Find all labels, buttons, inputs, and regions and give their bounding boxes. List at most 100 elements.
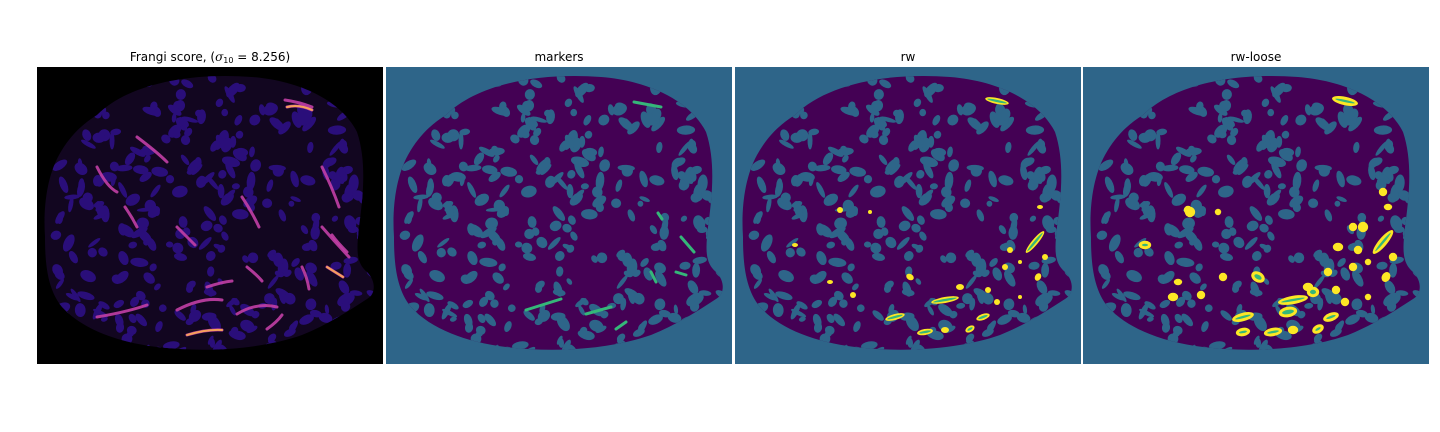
texture-blob: [1357, 212, 1367, 223]
texture-blob: [849, 166, 867, 177]
texture-blob: [772, 162, 786, 175]
texture-blob: [478, 146, 495, 157]
texture-blob: [1005, 141, 1012, 154]
texture-blob: [475, 325, 486, 335]
texture-blob: [831, 165, 847, 175]
texture-blob: [973, 118, 979, 126]
texture-blob: [324, 304, 330, 315]
segmented-vessel-core: [987, 98, 1007, 104]
texture-blob: [1114, 251, 1124, 264]
texture-blob: [512, 341, 529, 350]
texture-blob: [1148, 111, 1156, 120]
marker-segment: [614, 320, 628, 331]
segmented-vessel: [1340, 297, 1350, 307]
texture-blob: [941, 195, 956, 208]
texture-blob: [1230, 127, 1239, 137]
texture-blob: [149, 263, 157, 272]
texture-blob: [240, 319, 255, 332]
texture-blob: [92, 303, 103, 320]
texture-blob: [220, 192, 234, 206]
texture-blob: [136, 217, 149, 230]
texture-blob: [1204, 304, 1213, 312]
texture-blob: [247, 252, 259, 264]
texture-blob: [1288, 255, 1295, 263]
segmented-vessel: [850, 292, 856, 298]
texture-blob: [930, 209, 947, 220]
texture-blob: [1267, 108, 1275, 117]
texture-blob: [462, 299, 474, 309]
texture-blob: [109, 131, 115, 150]
texture-blob: [583, 115, 592, 126]
texture-blob: [574, 161, 585, 179]
texture-blob: [1313, 275, 1325, 289]
texture-blob: [477, 313, 486, 324]
texture-blob: [206, 175, 219, 190]
texture-blob: [74, 303, 86, 317]
texture-blob: [1123, 291, 1141, 301]
texture-blob: [92, 132, 106, 143]
texture-blob: [932, 115, 941, 126]
texture-blob: [1096, 230, 1108, 240]
texture-blob: [142, 106, 161, 116]
texture-blob: [1233, 158, 1247, 173]
texture-blob: [686, 292, 704, 307]
texture-blob: [1220, 310, 1232, 321]
texture-blob: [823, 193, 839, 206]
texture-blob: [578, 305, 586, 316]
texture-blob: [976, 209, 985, 222]
texture-blob: [895, 109, 904, 125]
texture-blob: [680, 215, 688, 222]
texture-blob: [305, 298, 317, 311]
texture-blob: [1179, 165, 1195, 175]
segmented-vessel-core: [1027, 232, 1043, 252]
texture-blob: [138, 229, 152, 244]
texture-blob: [307, 273, 316, 283]
texture-blob: [1224, 216, 1234, 228]
texture-blob: [288, 200, 295, 207]
texture-blob: [1226, 154, 1236, 166]
texture-blob: [613, 293, 624, 305]
texture-blob: [1218, 242, 1230, 254]
segmented-vessel: [1357, 221, 1369, 233]
texture-blob: [623, 270, 634, 278]
texture-blob: [158, 304, 167, 312]
texture-blob: [1111, 292, 1125, 301]
texture-blob: [1370, 304, 1376, 315]
texture-blob: [333, 174, 345, 184]
texture-blob: [491, 145, 499, 153]
texture-blob: [499, 184, 510, 198]
texture-blob: [919, 231, 927, 241]
texture-blob: [827, 146, 844, 157]
segmented-vessel-core: [1310, 289, 1316, 295]
texture-blob: [1182, 217, 1195, 230]
texture-blob: [488, 171, 501, 183]
segmented-vessel-core: [1235, 314, 1251, 320]
texture-blob: [987, 323, 995, 332]
marker-segment: [679, 235, 696, 254]
texture-blob: [701, 190, 713, 201]
texture-blob: [50, 230, 62, 240]
texture-blob: [763, 292, 777, 301]
texture-blob: [459, 128, 471, 136]
vessel-ridge: [175, 298, 224, 312]
texture-blob: [556, 266, 564, 277]
texture-blob: [837, 171, 850, 183]
texture-blob: [516, 104, 531, 116]
texture-blob: [654, 262, 666, 274]
texture-blob: [275, 118, 281, 126]
texture-blob: [916, 170, 925, 179]
texture-blob: [1008, 225, 1018, 240]
texture-blob: [1176, 296, 1186, 307]
texture-blob: [793, 201, 803, 219]
texture-blob: [1308, 198, 1319, 208]
vessel-ridge: [283, 98, 314, 109]
texture-blob: [656, 141, 663, 154]
texture-blob: [553, 281, 563, 297]
segmented-vessel: [1353, 245, 1363, 255]
texture-blob: [232, 148, 247, 162]
texture-blob: [226, 298, 238, 308]
texture-blob: [997, 314, 1012, 325]
texture-blob: [1188, 145, 1196, 153]
texture-blob: [431, 192, 442, 203]
texture-blob: [540, 164, 552, 175]
